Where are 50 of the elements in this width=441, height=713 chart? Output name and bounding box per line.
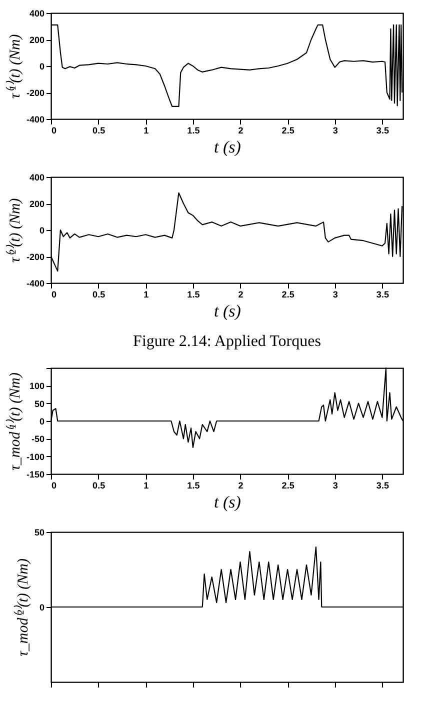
x-tick-label: 1: [144, 480, 149, 490]
y-tick-label: -400: [26, 114, 44, 124]
y-tick-label: -150: [26, 470, 44, 480]
y-tick-label: 400: [29, 8, 44, 18]
y-tick-label: 200: [29, 199, 44, 209]
x-tick-label: 0.5: [92, 126, 106, 136]
x-tick-label: 2.5: [282, 480, 294, 490]
y-tick-label: -400: [26, 278, 44, 288]
y-tick-label: 0: [39, 416, 44, 426]
y-tick-label: 200: [29, 35, 44, 45]
y-tick-label: 400: [29, 172, 44, 182]
x-tick-label: 3: [332, 290, 338, 300]
y-tick-label: 50: [34, 528, 44, 538]
x-tick-label: 0: [52, 126, 57, 136]
y-tick-label: -200: [26, 88, 44, 98]
x-tick-label: 3: [332, 480, 338, 490]
y-tick-label: -50: [31, 434, 44, 444]
x-tick-label: 1.5: [187, 126, 200, 136]
x-tick-label: 2: [238, 126, 244, 136]
y-axis-title: τ_mod⁽²⁾(t) (Nm): [13, 558, 32, 656]
x-tick-label: 0: [52, 480, 57, 490]
y-tick-label: -100: [26, 452, 44, 462]
x-axis-title: t (s): [214, 138, 242, 156]
x-tick-label: 1.5: [187, 480, 200, 490]
y-tick-label: 0: [39, 62, 44, 72]
x-tick-label: 0: [52, 290, 57, 300]
x-tick-label: 1.5: [187, 290, 200, 300]
x-tick-label: 1: [144, 126, 149, 136]
x-tick-label: 3.5: [376, 290, 389, 300]
y-tick-label: 0: [39, 226, 44, 236]
x-tick-label: 3: [332, 126, 338, 136]
x-tick-label: 0.5: [92, 290, 106, 300]
y-tick-label: 100: [29, 381, 44, 392]
caption: Figure 2.14: Applied Torques: [133, 333, 321, 350]
y-axis-title: τ⁽¹⁾(t) (Nm): [5, 34, 24, 99]
x-tick-label: 2.5: [282, 126, 294, 136]
x-tick-label: 3.5: [376, 126, 389, 136]
y-tick-label: 0: [39, 602, 44, 612]
x-axis-title: t (s): [214, 492, 242, 512]
y-tick-label: 50: [34, 398, 44, 409]
x-tick-label: 2.5: [282, 290, 294, 300]
x-tick-label: 1: [144, 290, 149, 300]
x-tick-label: 0.5: [92, 480, 106, 490]
x-tick-label: 3.5: [376, 480, 389, 490]
x-axis-title: t (s): [214, 302, 242, 320]
x-tick-label: 2: [238, 480, 244, 490]
y-tick-label: -200: [26, 252, 44, 262]
y-axis-title: τ_mod⁽¹⁾(t) (Nm): [5, 372, 24, 470]
y-axis-title: τ⁽²⁾(t) (Nm): [5, 198, 24, 263]
x-tick-label: 2: [238, 290, 244, 300]
